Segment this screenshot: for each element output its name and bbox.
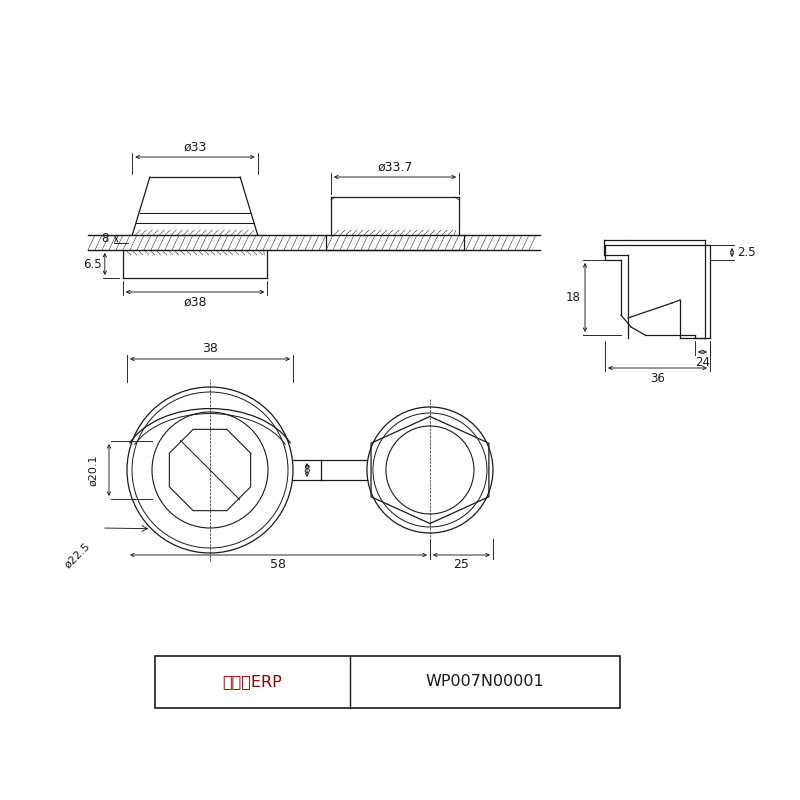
Text: ø33.7: ø33.7 xyxy=(378,161,413,174)
Text: 8: 8 xyxy=(304,465,310,475)
Text: 6.5: 6.5 xyxy=(83,258,102,270)
Text: 2.5: 2.5 xyxy=(737,246,755,259)
Text: ø20.1: ø20.1 xyxy=(88,454,98,486)
Text: 58: 58 xyxy=(270,558,286,571)
Text: 36: 36 xyxy=(650,371,665,385)
Text: ø22.5: ø22.5 xyxy=(62,540,92,570)
Text: ø38: ø38 xyxy=(183,295,206,309)
Bar xyxy=(155,656,620,708)
Text: WP007N00001: WP007N00001 xyxy=(426,674,544,690)
Text: 24: 24 xyxy=(695,355,710,369)
Text: 18: 18 xyxy=(566,291,581,304)
Text: 物料号ERP: 物料号ERP xyxy=(222,674,282,690)
Text: 38: 38 xyxy=(202,342,218,355)
Text: 25: 25 xyxy=(454,558,470,571)
Text: ø33: ø33 xyxy=(183,141,206,154)
Text: 8: 8 xyxy=(102,233,109,246)
